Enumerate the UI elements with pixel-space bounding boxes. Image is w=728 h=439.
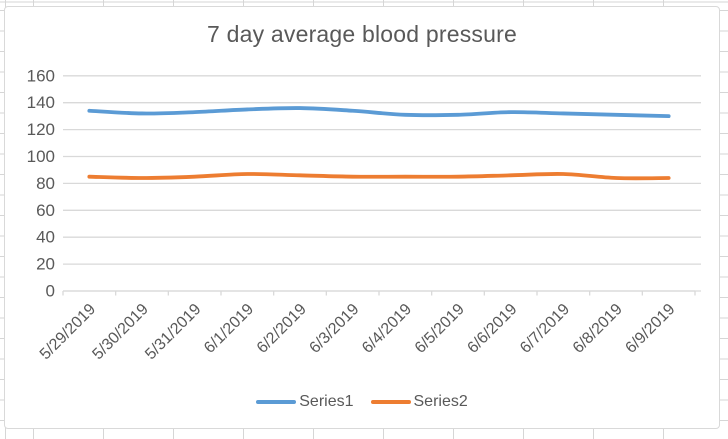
y-axis-label: 20 xyxy=(36,255,55,274)
y-axis-label: 120 xyxy=(27,120,55,139)
x-axis-label: 6/7/2019 xyxy=(517,301,573,357)
x-axis-label: 6/1/2019 xyxy=(201,301,257,357)
y-axis-label: 0 xyxy=(46,282,55,301)
x-axis-label: 6/9/2019 xyxy=(622,301,678,357)
x-axis-label: 5/29/2019 xyxy=(37,301,99,363)
legend-item-series1[interactable]: Series1 xyxy=(256,393,354,411)
series-line-Series1[interactable] xyxy=(87,106,671,119)
y-axis-label: 40 xyxy=(36,228,55,247)
y-axis-label: 80 xyxy=(36,174,55,193)
series-line-Series2[interactable] xyxy=(87,171,671,181)
legend-label-series1: Series1 xyxy=(299,393,354,410)
x-axis-label: 6/2/2019 xyxy=(254,301,310,357)
x-axis-label: 6/4/2019 xyxy=(359,301,415,357)
x-axis-label: 6/3/2019 xyxy=(306,301,362,357)
x-axis-label: 6/5/2019 xyxy=(412,301,468,357)
legend-item-series2[interactable]: Series2 xyxy=(370,393,468,411)
y-axis-label: 60 xyxy=(36,201,55,220)
x-axis-label: 5/30/2019 xyxy=(89,301,151,363)
x-axis-label: 6/6/2019 xyxy=(464,301,520,357)
y-axis-label: 100 xyxy=(27,147,55,166)
x-axis-label: 5/31/2019 xyxy=(142,301,204,363)
y-axis-label: 160 xyxy=(27,66,55,85)
series1-line-icon xyxy=(256,399,297,405)
legend-label-series2: Series2 xyxy=(413,393,468,410)
chart-legend: Series1 Series2 xyxy=(5,393,719,411)
series2-line-icon xyxy=(370,399,411,405)
chart-object[interactable]: 0 20 40 60 80 100 120 140 160 5/29/2019 5/30/2019 5… xyxy=(4,6,720,429)
chart-title: 7 day average blood pressure xyxy=(207,21,517,47)
x-axis-label: 6/8/2019 xyxy=(570,301,626,357)
y-axis-label: 140 xyxy=(27,93,55,112)
chart-plot-area: 0 20 40 60 80 100 120 140 160 5/29/20195/30/20195… xyxy=(27,66,701,363)
